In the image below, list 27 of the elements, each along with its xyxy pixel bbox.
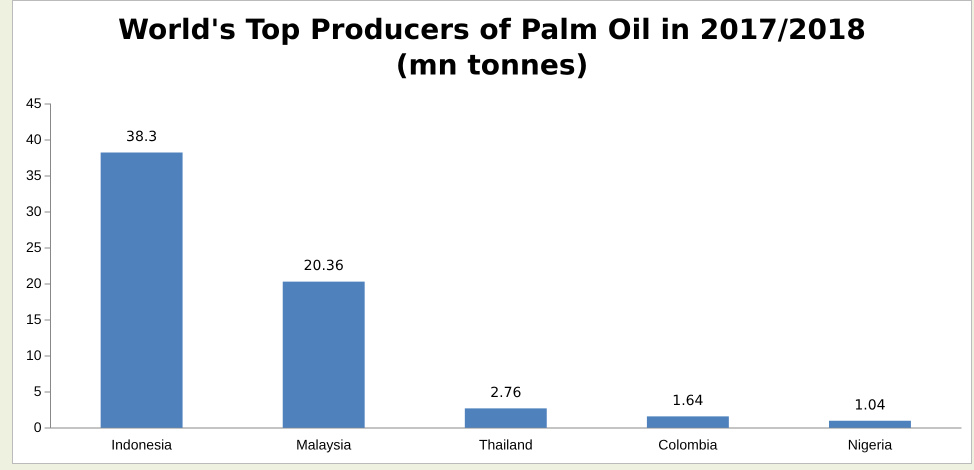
bar xyxy=(464,408,547,428)
chart-title: World's Top Producers of Palm Oil in 2017/2018 xyxy=(118,13,866,46)
y-tick-label: 5 xyxy=(34,383,42,400)
y-tick-label: 20 xyxy=(26,275,42,292)
x-tick-label: Colombia xyxy=(658,436,718,452)
data-label: 1.64 xyxy=(672,393,704,410)
y-tick-label: 15 xyxy=(26,311,42,328)
chart-subtitle: (mn tonnes) xyxy=(396,48,588,82)
y-tick-label: 0 xyxy=(34,419,42,436)
y-tick-label: 30 xyxy=(26,203,42,220)
x-tick-label: Thailand xyxy=(478,436,533,452)
y-tick-label: 40 xyxy=(26,131,42,148)
x-tick-label: Indonesia xyxy=(111,436,172,452)
x-tick-label: Malaysia xyxy=(296,436,352,452)
y-tick-label: 35 xyxy=(26,167,42,184)
data-label: 1.04 xyxy=(854,397,886,414)
bar xyxy=(646,416,729,428)
bar xyxy=(100,152,183,428)
data-label: 38.3 xyxy=(126,129,158,146)
y-tick-label: 10 xyxy=(26,347,42,364)
y-tick-label: 45 xyxy=(26,95,42,112)
bar xyxy=(828,420,911,428)
data-label: 2.76 xyxy=(490,384,522,401)
y-tick-label: 25 xyxy=(26,239,42,256)
data-label: 20.36 xyxy=(304,258,344,274)
x-tick-label: Nigeria xyxy=(848,436,892,452)
bar xyxy=(282,282,365,428)
